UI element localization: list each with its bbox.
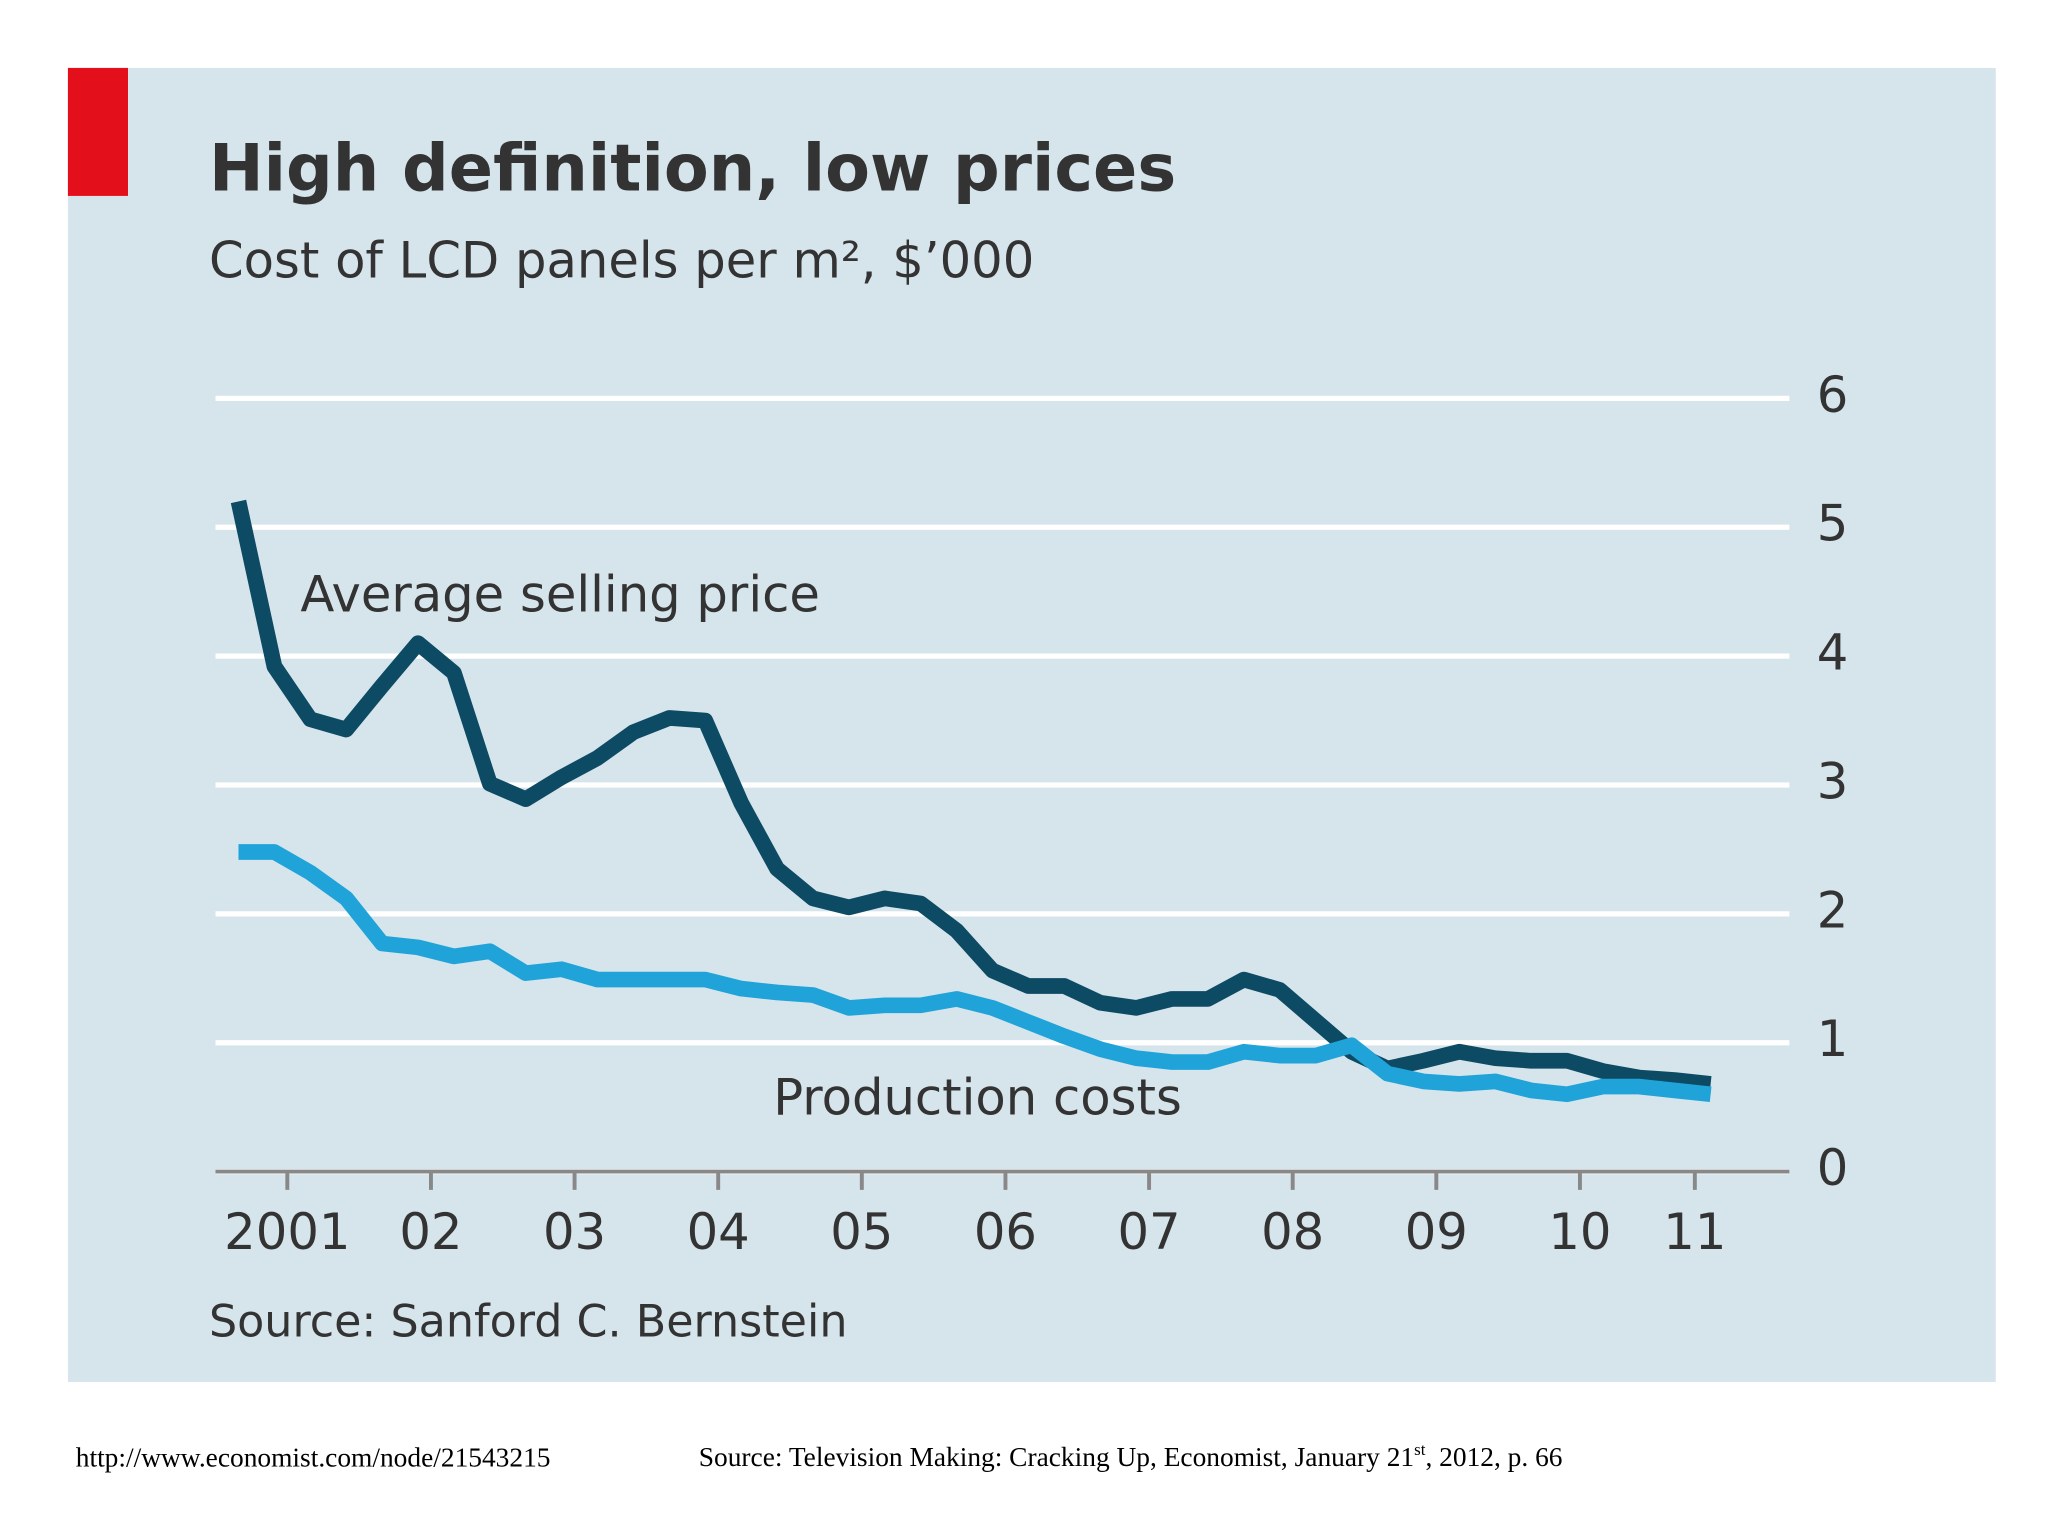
footer-source-text: Source: Television Making: Cracking Up, … [699, 1443, 1414, 1473]
y-tick-label: 0 [1817, 1139, 1849, 1197]
x-tick-label: 09 [1405, 1203, 1468, 1261]
y-tick-label: 2 [1817, 881, 1849, 939]
chart-subtitle: Cost of LCD panels per m², $’000 [209, 231, 1034, 289]
red-tag [67, 67, 128, 196]
chart-source: Source: Sanford C. Bernstein [209, 1296, 847, 1347]
x-tick-label: 03 [543, 1203, 606, 1261]
x-tick-label: 11 [1663, 1203, 1726, 1261]
x-tick-label: 06 [974, 1203, 1037, 1261]
annotation: Average selling price [300, 566, 820, 624]
footer-source-end: , 2012, p. 66 [1425, 1443, 1562, 1473]
chart-title: High definition, low prices [209, 130, 1176, 206]
x-tick-label: 2001 [224, 1203, 350, 1261]
x-tick-label: 07 [1117, 1203, 1180, 1261]
series-line [238, 844, 1712, 1103]
footer-url: http://www.economist.com/node/21543215 [76, 1443, 551, 1473]
y-tick-label: 1 [1817, 1010, 1849, 1068]
y-tick-label: 6 [1817, 366, 1849, 424]
panel [67, 67, 1996, 1382]
x-tick-label: 08 [1261, 1203, 1324, 1261]
annotation: Production costs [773, 1069, 1182, 1127]
x-tick-label: 10 [1548, 1203, 1611, 1261]
series-line [230, 499, 1712, 1092]
footer-source: Source: Television Making: Cracking Up, … [699, 1440, 1563, 1473]
x-tick-label: 04 [687, 1203, 750, 1261]
footer-source-sup: st [1414, 1440, 1426, 1459]
x-tick-label: 02 [399, 1203, 462, 1261]
y-tick-label: 5 [1817, 495, 1849, 553]
y-tick-label: 3 [1817, 752, 1849, 810]
x-tick-label: 05 [830, 1203, 893, 1261]
y-tick-label: 4 [1817, 624, 1849, 682]
